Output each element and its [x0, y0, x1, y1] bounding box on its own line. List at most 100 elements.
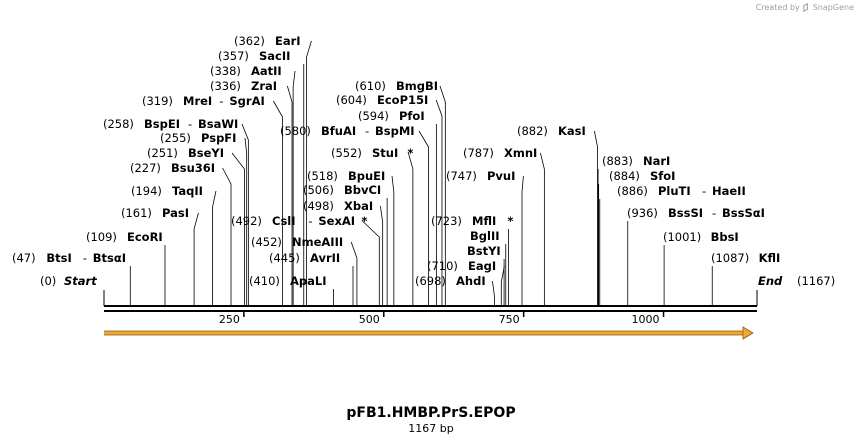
site-name: SfoI: [650, 169, 675, 183]
site-name-separator: -: [219, 94, 223, 108]
site-position: (552): [331, 146, 362, 160]
site-name: BspEI: [144, 117, 180, 131]
site-position: (336): [210, 79, 241, 93]
site-leader-line: [241, 123, 249, 306]
site-leader-line: [540, 152, 545, 306]
site-leader-line: [492, 280, 495, 306]
site-name: KasI: [558, 124, 586, 138]
site-name-separator: -: [308, 214, 312, 228]
site-position: (47): [12, 251, 36, 265]
site-name: XbaI: [344, 199, 373, 213]
site-name: AatII: [251, 64, 282, 78]
site-name: MreI: [183, 94, 212, 108]
site-position: (227): [130, 161, 161, 175]
site-name-alt: SgrAI: [229, 94, 264, 108]
site-leader-line: [222, 167, 232, 306]
site-star: *: [407, 146, 413, 160]
site-name: BglII: [470, 229, 500, 243]
site-position: (492): [231, 214, 262, 228]
site-name: BmgBI: [396, 79, 438, 93]
site-position: (251): [147, 146, 178, 160]
site-position: (710): [427, 259, 458, 273]
snapgene-attribution: Created by SnapGene: [756, 3, 854, 12]
plasmid-title-block: pFB1.HMBP.PrS.EPOP 1167 bp: [0, 404, 862, 436]
site-name-separator: -: [702, 184, 706, 198]
site-position: (882): [517, 124, 548, 138]
site-name-alt: HaeII: [712, 184, 746, 198]
site-name: ApaLI: [290, 274, 327, 288]
map-canvas: 250 500 750 1000(0) Start End (1167)(47) BtsI - B…: [12, 34, 835, 340]
site-position: (518): [307, 169, 338, 183]
site-name-alt: BssSαI: [722, 206, 765, 220]
site-name: EcoP15I: [377, 93, 428, 107]
site-position: (362): [234, 34, 265, 48]
site-position: (1001): [663, 230, 701, 244]
site-leader-line: [439, 85, 446, 306]
plasmid-name: pFB1.HMBP.PrS.EPOP: [346, 405, 516, 421]
site-position: (452): [251, 235, 282, 249]
site-position: (255): [160, 131, 191, 145]
site-position: (109): [86, 230, 117, 244]
site-leader-line: [306, 40, 312, 306]
feature-arrow-bar: [104, 331, 743, 335]
site-leader-line: [391, 175, 395, 306]
start-label: Start: [64, 274, 97, 288]
site-position: (357): [218, 49, 249, 63]
site-name: KflI: [759, 251, 781, 265]
site-name: BfuAI: [321, 124, 356, 138]
site-leader-line: [193, 212, 199, 306]
site-name: BbsI: [711, 230, 739, 244]
site-position: (604): [336, 93, 367, 107]
site-name: MflI: [472, 214, 496, 228]
site-name-alt: BsaWI: [198, 117, 238, 131]
site-name: EcoRI: [127, 230, 163, 244]
site-leader-line: [500, 265, 505, 306]
site-position: (787): [463, 146, 494, 160]
site-position: (506): [303, 183, 334, 197]
site-leader-line: [244, 137, 248, 306]
site-leader-line: [594, 130, 598, 306]
ruler-tick-label: 750: [499, 313, 520, 326]
site-name-alt: BtsαI: [93, 251, 126, 265]
site-name: StuI: [372, 146, 398, 160]
site-name-separator: -: [83, 251, 87, 265]
site-position: (319): [142, 94, 173, 108]
end-position: (1167): [797, 274, 835, 288]
site-name: TaqII: [172, 184, 203, 198]
site-position: (1087): [711, 251, 749, 265]
site-name: EarI: [275, 34, 301, 48]
site-name: BtsI: [46, 251, 71, 265]
site-name: NmeAIII: [292, 235, 343, 249]
site-name-separator: -: [712, 206, 716, 220]
site-position: (747): [446, 169, 477, 183]
site-position: (498): [303, 199, 334, 213]
ruler-tick-label: 500: [359, 313, 380, 326]
attribution-text: Created by: [755, 3, 800, 12]
site-name: BbvCI: [344, 183, 381, 197]
site-name: XmnI: [504, 146, 537, 160]
site-position: (580): [280, 124, 311, 138]
snapgene-logo-icon: [803, 3, 808, 12]
plasmid-length: 1167 bp: [408, 422, 454, 435]
start-position: (0): [40, 274, 56, 288]
site-name: BssSI: [668, 206, 703, 220]
site-name: PspFI: [201, 131, 236, 145]
site-name-separator: -: [365, 124, 369, 138]
ruler-tick-label: 250: [219, 313, 240, 326]
site-name: BpuEI: [348, 169, 385, 183]
site-position: (410): [249, 274, 280, 288]
site-leader-line: [435, 99, 443, 306]
site-position: (445): [269, 251, 300, 265]
site-name-alt: BspMI: [375, 124, 415, 138]
site-star: *: [507, 214, 513, 228]
site-leader-line: [408, 152, 414, 306]
site-position: (883): [602, 154, 633, 168]
site-position: (886): [617, 184, 648, 198]
site-position: (194): [131, 184, 162, 198]
site-leader-line: [350, 241, 358, 306]
site-position: (161): [121, 206, 152, 220]
site-position: (594): [358, 109, 389, 123]
site-name: PvuI: [487, 169, 515, 183]
site-position: (610): [355, 79, 386, 93]
